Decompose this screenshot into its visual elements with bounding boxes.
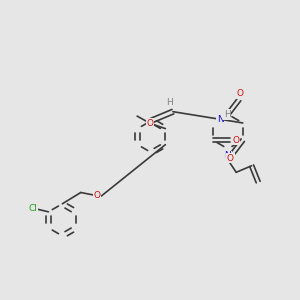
Text: N: N xyxy=(217,116,224,124)
Text: N: N xyxy=(224,152,231,160)
Text: H: H xyxy=(224,110,231,119)
Text: O: O xyxy=(94,191,100,200)
Text: O: O xyxy=(232,136,240,145)
Text: O: O xyxy=(237,89,244,98)
Text: Cl: Cl xyxy=(28,204,38,213)
Text: H: H xyxy=(166,98,173,107)
Text: O: O xyxy=(227,154,234,163)
Text: O: O xyxy=(146,119,153,128)
